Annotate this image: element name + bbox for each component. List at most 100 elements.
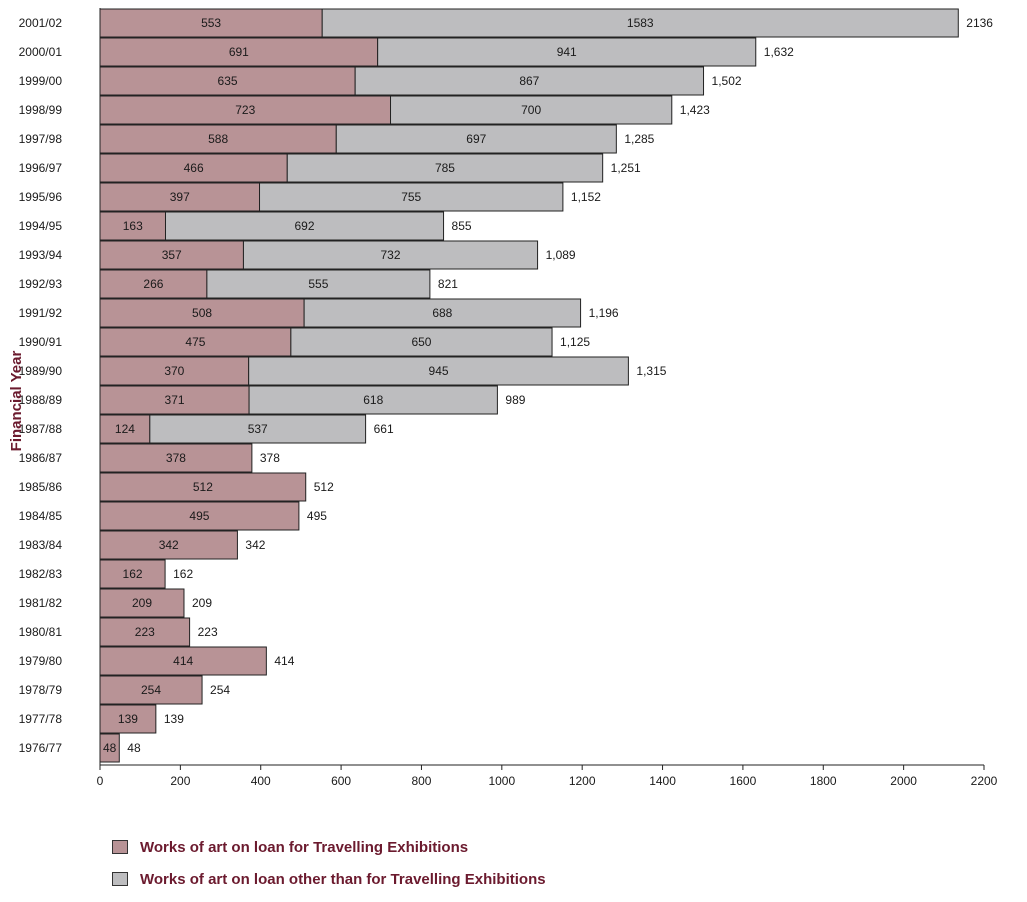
bar-segment-travelling bbox=[99, 530, 238, 560]
category-label: 1992/93 bbox=[19, 277, 63, 291]
bar-value-label: 785 bbox=[435, 161, 455, 175]
category-label: 1995/96 bbox=[19, 190, 63, 204]
bar-segment-travelling bbox=[99, 327, 292, 357]
bar-value-label: 370 bbox=[164, 364, 184, 378]
x-tick-label: 400 bbox=[251, 774, 271, 788]
bar-value-label: 688 bbox=[432, 306, 452, 320]
total-value-label: 254 bbox=[210, 683, 230, 697]
category-label: 1978/79 bbox=[19, 683, 63, 697]
total-value-label: 48 bbox=[127, 741, 141, 755]
bar-value-label: 378 bbox=[166, 451, 186, 465]
bar-value-label: 537 bbox=[248, 422, 268, 436]
bar-segment-travelling bbox=[99, 588, 185, 618]
total-value-label: 1,315 bbox=[636, 364, 666, 378]
bar-segment-travelling bbox=[99, 617, 191, 647]
bar-value-label: 945 bbox=[429, 364, 449, 378]
bar-value-label: 48 bbox=[103, 741, 117, 755]
bar-segment-other bbox=[248, 385, 498, 415]
category-label: 1989/90 bbox=[19, 364, 63, 378]
total-value-label: 661 bbox=[374, 422, 394, 436]
bar-segment-other bbox=[149, 414, 367, 444]
bar-segment-other bbox=[321, 8, 959, 38]
bar-segment-travelling bbox=[99, 559, 166, 589]
bar-value-label: 588 bbox=[208, 132, 228, 146]
category-label: 1990/91 bbox=[19, 335, 63, 349]
bar-value-label: 371 bbox=[165, 393, 185, 407]
legend-item-travelling: Works of art on loan for Travelling Exhi… bbox=[112, 838, 546, 856]
category-label: 1980/81 bbox=[19, 625, 63, 639]
bar-value-label: 223 bbox=[135, 625, 155, 639]
bar-segment-other bbox=[335, 124, 617, 154]
total-value-label: 1,632 bbox=[764, 45, 794, 59]
bar-value-label: 1583 bbox=[627, 16, 654, 30]
total-value-label: 1,152 bbox=[571, 190, 601, 204]
category-label: 1996/97 bbox=[19, 161, 63, 175]
bar-segment-travelling bbox=[99, 646, 267, 676]
bar-segment-travelling bbox=[99, 704, 157, 734]
bar-value-label: 732 bbox=[380, 248, 400, 262]
bar-segment-travelling bbox=[99, 356, 250, 386]
bar-value-label: 692 bbox=[295, 219, 315, 233]
category-label: 1987/88 bbox=[19, 422, 63, 436]
bar-segment-other bbox=[354, 66, 705, 96]
category-label: 2000/01 bbox=[19, 45, 63, 59]
total-value-label: 821 bbox=[438, 277, 458, 291]
x-axis: 0 200 400 600 800 1000 1200 1400 1600 1800 2000 220… bbox=[97, 8, 998, 788]
bar-segment-other bbox=[259, 182, 564, 212]
legend: Works of art on loan for Travelling Exhi… bbox=[112, 838, 546, 902]
total-value-label: 378 bbox=[260, 451, 280, 465]
category-label: 1984/85 bbox=[19, 509, 63, 523]
bar-value-label: 691 bbox=[229, 45, 249, 59]
x-tick-label: 1200 bbox=[569, 774, 596, 788]
legend-label-other: Works of art on loan other than for Trav… bbox=[140, 870, 546, 888]
total-value-label: 223 bbox=[198, 625, 218, 639]
bar-value-label: 555 bbox=[308, 277, 328, 291]
bar-segment-travelling bbox=[99, 66, 356, 96]
category-label: 1977/78 bbox=[19, 712, 63, 726]
total-value-label: 1,251 bbox=[611, 161, 641, 175]
bar-segment-other bbox=[303, 298, 582, 328]
bar-segment-other bbox=[242, 240, 539, 270]
legend-swatch-travelling bbox=[112, 840, 128, 854]
category-label: 1981/82 bbox=[19, 596, 63, 610]
bar-segment-travelling bbox=[99, 385, 250, 415]
category-label: 1986/87 bbox=[19, 451, 63, 465]
bar-value-label: 618 bbox=[363, 393, 383, 407]
bar-value-label: 139 bbox=[118, 712, 138, 726]
bar-segment-travelling bbox=[99, 472, 307, 502]
x-tick-label: 1000 bbox=[488, 774, 515, 788]
bar-value-label: 553 bbox=[201, 16, 221, 30]
bar-value-label: 650 bbox=[411, 335, 431, 349]
total-value-label: 162 bbox=[173, 567, 193, 581]
total-value-label: 1,125 bbox=[560, 335, 590, 349]
total-value-label: 1,089 bbox=[546, 248, 576, 262]
total-value-label: 209 bbox=[192, 596, 212, 610]
total-value-label: 855 bbox=[452, 219, 472, 233]
category-labels: 2001/02 2000/01 1999/00 1998/99 1997/98 1996/… bbox=[19, 16, 63, 755]
x-tick-label: 2000 bbox=[890, 774, 917, 788]
bar-segment-travelling bbox=[99, 501, 300, 531]
bar-segment-other bbox=[377, 37, 757, 67]
bar-segment-travelling bbox=[99, 675, 203, 705]
bar-value-label: 357 bbox=[162, 248, 182, 262]
total-value-label: 989 bbox=[505, 393, 525, 407]
x-tick-label: 1400 bbox=[649, 774, 676, 788]
bar-segment-other bbox=[290, 327, 553, 357]
x-tick-label: 0 bbox=[97, 774, 104, 788]
category-label: 1997/98 bbox=[19, 132, 63, 146]
y-axis-title: Financial Year bbox=[8, 351, 25, 452]
bar-segment-other bbox=[390, 95, 673, 125]
bar-value-label: 124 bbox=[115, 422, 135, 436]
bar-segment-other bbox=[248, 356, 629, 386]
total-value-label: 512 bbox=[314, 480, 334, 494]
bar-value-label: 508 bbox=[192, 306, 212, 320]
category-label: 1998/99 bbox=[19, 103, 63, 117]
bar-segment-other bbox=[286, 153, 604, 183]
stacked-bar-chart: 553 1583 2136 691 941 1,632 635 867 1,502 723 700 1… bbox=[8, 8, 998, 788]
total-value-label: 1,423 bbox=[680, 103, 710, 117]
bar-value-label: 697 bbox=[466, 132, 486, 146]
category-label: 1994/95 bbox=[19, 219, 63, 233]
bar-value-label: 266 bbox=[143, 277, 163, 291]
total-value-label: 342 bbox=[245, 538, 265, 552]
bar-segment-other bbox=[164, 211, 445, 241]
